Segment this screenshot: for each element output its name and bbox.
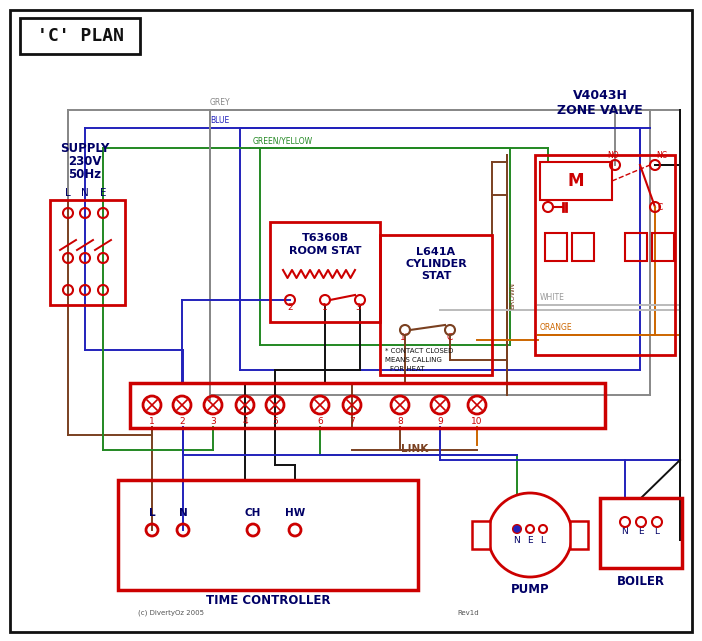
Bar [50, 200, 125, 305]
Text: M: M [568, 172, 584, 190]
Bar [380, 235, 492, 375]
Text: 50Hz: 50Hz [68, 167, 102, 181]
Text: 10: 10 [471, 417, 483, 426]
Bar [535, 155, 675, 355]
Text: 2: 2 [287, 303, 293, 312]
Text: 3: 3 [210, 417, 216, 426]
Text: L: L [654, 527, 659, 536]
Text: L641A: L641A [416, 247, 456, 257]
Text: 2: 2 [179, 417, 185, 426]
Bar [600, 498, 682, 568]
Text: E: E [100, 188, 106, 198]
Text: CH: CH [245, 508, 261, 518]
Bar [570, 521, 588, 549]
Text: 3": 3" [355, 303, 365, 312]
Text: ZONE VALVE: ZONE VALVE [557, 103, 643, 117]
Text: L: L [149, 508, 155, 518]
Text: L: L [541, 536, 545, 545]
Text: 7: 7 [349, 417, 355, 426]
Text: MEANS CALLING: MEANS CALLING [385, 357, 442, 363]
Text: T6360B: T6360B [301, 233, 349, 243]
Text: STAT: STAT [420, 271, 451, 281]
Bar [20, 18, 140, 54]
Text: ORANGE: ORANGE [540, 323, 573, 332]
Text: 4: 4 [242, 417, 248, 426]
Bar [472, 521, 490, 549]
Bar [652, 233, 674, 261]
Text: BLUE: BLUE [210, 116, 230, 125]
Circle shape [514, 526, 520, 532]
Text: BROWN: BROWN [509, 281, 515, 308]
Text: 'C' PLAN: 'C' PLAN [37, 27, 124, 45]
Bar [545, 233, 567, 261]
Bar [625, 233, 647, 261]
Text: HW: HW [285, 508, 305, 518]
Text: C: C [447, 333, 453, 342]
Text: E: E [638, 527, 644, 536]
Text: C: C [658, 203, 663, 212]
Circle shape [488, 493, 572, 577]
Bar [270, 222, 380, 322]
Bar [130, 383, 605, 428]
Text: SUPPLY: SUPPLY [60, 142, 110, 154]
Text: 1: 1 [322, 303, 328, 312]
Text: GREEN/YELLOW: GREEN/YELLOW [253, 136, 313, 145]
Text: CYLINDER: CYLINDER [405, 259, 467, 269]
Text: WHITE: WHITE [540, 293, 565, 302]
Text: NO: NO [607, 151, 618, 160]
Bar [540, 162, 612, 200]
Text: E: E [527, 536, 533, 545]
Text: PUMP: PUMP [510, 583, 549, 596]
Text: N: N [622, 527, 628, 536]
Text: N: N [514, 536, 520, 545]
Text: TIME CONTROLLER: TIME CONTROLLER [206, 594, 330, 606]
Text: N: N [178, 508, 187, 518]
Text: 5: 5 [272, 417, 278, 426]
Text: * CONTACT CLOSED: * CONTACT CLOSED [385, 348, 453, 354]
Bar [118, 480, 418, 590]
Text: (c) DivertyOz 2005: (c) DivertyOz 2005 [138, 610, 204, 617]
Text: 230V: 230V [68, 154, 102, 167]
Text: 6: 6 [317, 417, 323, 426]
Text: 8: 8 [397, 417, 403, 426]
Text: BOILER: BOILER [617, 575, 665, 588]
Text: Rev1d: Rev1d [457, 610, 479, 616]
Text: LINK: LINK [402, 444, 429, 454]
Text: 1: 1 [149, 417, 155, 426]
Text: GREY: GREY [210, 98, 231, 107]
Text: N: N [81, 188, 89, 198]
Text: ROOM STAT: ROOM STAT [289, 246, 362, 256]
Text: L: L [65, 188, 71, 198]
Text: NC: NC [656, 151, 667, 160]
Text: V4043H: V4043H [573, 88, 628, 101]
Bar [572, 233, 594, 261]
Text: 1": 1" [400, 333, 410, 342]
Text: 9: 9 [437, 417, 443, 426]
Text: FOR HEAT: FOR HEAT [390, 366, 425, 372]
